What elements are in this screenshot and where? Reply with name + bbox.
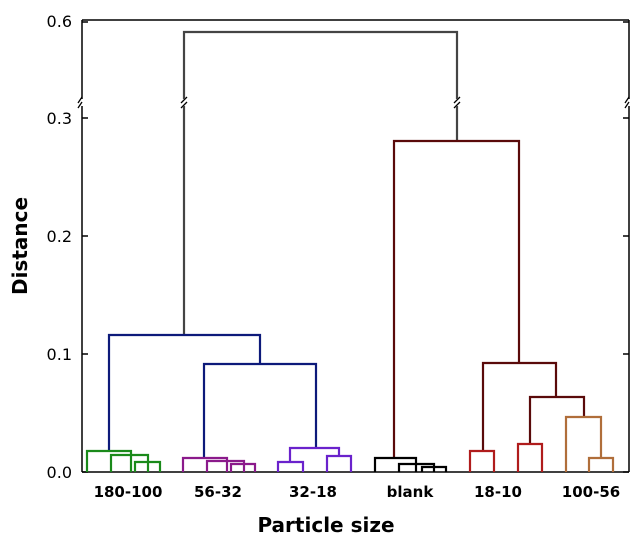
cluster-32-18 [276,446,353,472]
category-label-56-32: 56-32 [194,483,242,501]
y-tick-label-2: 0.2 [47,227,72,246]
y-tick-label-1: 0.1 [47,345,72,364]
y-tick-label-0: 0.0 [47,463,72,482]
link-maroon-inner [528,395,586,444]
cluster-100-56 [564,415,615,472]
link-top [182,30,459,334]
axis-break-marks [77,96,630,109]
link-blue-outer [107,333,262,451]
axis-break-left [77,96,83,109]
category-label-blank: blank [387,483,435,501]
cluster-180-100 [85,449,162,472]
cluster-blank [373,456,448,472]
cluster-56-32 [181,456,257,472]
y-axis-title: Distance [8,197,32,295]
axis-break-mid-left [180,96,188,109]
category-label-180-100: 180-100 [94,483,163,501]
axis-break-right [624,96,630,109]
x-axis-title: Particle size [257,513,394,536]
y-tick-label-3: 0.3 [47,109,72,128]
link-maroon-mid [481,361,558,451]
category-label-100-56: 100-56 [562,483,620,501]
y-tick-label-4: 0.6 [47,12,72,31]
cluster-18-10 [468,442,544,472]
plot-frame [81,19,630,473]
link-blue-inner [202,362,318,458]
category-label-32-18: 32-18 [289,483,337,501]
dendrogram-branches [85,30,615,472]
axis-break-mid-right [453,96,461,109]
link-maroon-outer [392,139,521,458]
category-label-18-10: 18-10 [474,483,522,501]
y-ticks [82,21,629,473]
